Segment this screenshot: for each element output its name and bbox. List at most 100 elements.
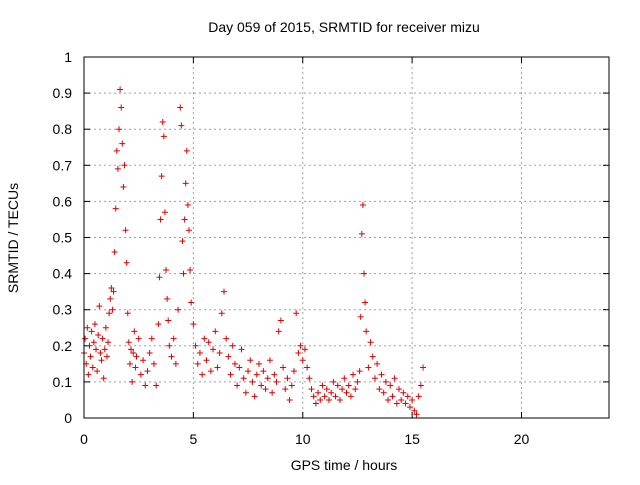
data-point — [221, 288, 227, 295]
data-point — [118, 104, 125, 111]
data-point — [151, 360, 157, 367]
data-point — [184, 202, 191, 209]
data-point — [114, 165, 121, 172]
data-point — [258, 382, 265, 389]
data-point — [131, 328, 138, 335]
x-tick-label: 10 — [295, 431, 311, 447]
data-point — [413, 411, 420, 418]
data-point — [158, 173, 165, 180]
data-point — [275, 328, 282, 335]
data-point — [98, 357, 105, 364]
data-point — [350, 371, 357, 378]
data-point — [398, 396, 405, 403]
data-point — [293, 310, 300, 317]
data-point — [356, 368, 363, 375]
data-point — [94, 368, 101, 375]
data-point — [308, 386, 315, 393]
data-point — [301, 346, 308, 353]
data-point — [271, 371, 278, 378]
data-point — [264, 375, 271, 382]
data-point — [363, 328, 370, 335]
data-point — [207, 368, 214, 375]
data-point — [332, 393, 339, 400]
data-point — [396, 386, 402, 393]
data-point — [260, 368, 267, 375]
y-tick-label: 0.5 — [53, 230, 73, 246]
data-point — [91, 321, 98, 328]
data-point — [106, 310, 113, 317]
data-point — [253, 371, 260, 378]
data-point — [391, 375, 398, 382]
data-point — [387, 382, 394, 389]
data-point — [188, 299, 195, 306]
y-tick-label: 0.2 — [53, 338, 73, 354]
data-point — [128, 346, 135, 353]
x-tick-label: 0 — [80, 431, 88, 447]
data-point — [90, 339, 97, 346]
data-point — [236, 364, 243, 371]
data-point — [108, 285, 115, 292]
data-point — [374, 360, 381, 367]
data-point — [142, 382, 149, 389]
data-point — [124, 310, 131, 317]
data-point — [312, 400, 319, 407]
data-point — [378, 371, 385, 378]
data-point — [153, 382, 160, 389]
data-point — [100, 375, 107, 382]
data-point — [225, 353, 232, 360]
data-point — [417, 382, 424, 389]
data-point — [135, 335, 142, 342]
data-point — [376, 386, 383, 393]
data-point — [146, 350, 153, 357]
data-point — [163, 266, 170, 273]
data-point — [212, 328, 219, 335]
data-point — [199, 371, 206, 378]
data-point — [339, 386, 346, 393]
data-point — [367, 339, 374, 346]
x-tick-label: 20 — [514, 431, 530, 447]
data-point — [286, 396, 293, 403]
data-point — [130, 350, 137, 357]
data-point — [365, 364, 372, 371]
data-point — [326, 396, 332, 403]
data-point — [262, 386, 269, 393]
data-point — [125, 339, 132, 346]
data-point — [179, 238, 186, 245]
data-point — [352, 386, 359, 393]
data-point — [210, 346, 217, 353]
data-point — [382, 378, 389, 385]
data-point — [172, 360, 179, 367]
data-point — [144, 368, 151, 375]
data-point — [168, 353, 175, 360]
data-point — [282, 386, 289, 393]
data-point — [159, 118, 166, 125]
data-point — [113, 147, 120, 154]
data-point — [160, 133, 167, 140]
data-point — [345, 382, 352, 389]
data-point — [266, 357, 273, 364]
data-point — [137, 371, 144, 378]
data-point — [380, 389, 387, 396]
data-point — [122, 227, 129, 234]
data-point — [148, 335, 155, 342]
data-point — [310, 393, 317, 400]
data-point — [89, 364, 96, 371]
data-point — [323, 386, 330, 393]
data-point — [336, 396, 343, 403]
data-point — [180, 270, 187, 277]
data-point — [203, 357, 210, 364]
data-point — [133, 353, 140, 360]
data-point — [87, 353, 94, 360]
data-point — [84, 324, 91, 331]
data-point — [343, 389, 350, 396]
data-point — [161, 209, 168, 216]
data-point — [304, 364, 311, 371]
data-point — [291, 368, 297, 375]
data-point — [319, 382, 326, 389]
data-point — [347, 393, 354, 400]
data-point — [269, 389, 276, 396]
data-point — [234, 382, 241, 389]
y-tick-label: 0.9 — [53, 85, 73, 101]
data-point — [178, 122, 185, 129]
